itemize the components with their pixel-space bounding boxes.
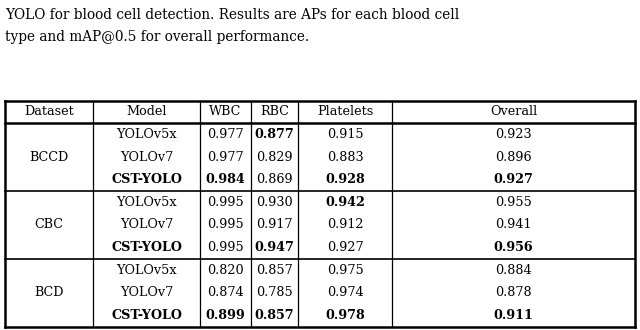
Text: 0.995: 0.995 — [207, 241, 244, 254]
Text: 0.942: 0.942 — [325, 196, 365, 209]
Text: 0.995: 0.995 — [207, 218, 244, 231]
Text: 0.785: 0.785 — [256, 286, 292, 299]
Text: 0.878: 0.878 — [495, 286, 532, 299]
Text: YOLOv5x: YOLOv5x — [116, 128, 177, 141]
Text: type and mAP@0.5 for overall performance.: type and mAP@0.5 for overall performance… — [5, 30, 309, 44]
Text: 0.911: 0.911 — [493, 309, 534, 322]
Text: Model: Model — [127, 106, 167, 118]
Text: Dataset: Dataset — [24, 106, 74, 118]
Text: 0.896: 0.896 — [495, 151, 532, 164]
Text: 0.955: 0.955 — [495, 196, 532, 209]
Text: RBC: RBC — [260, 106, 289, 118]
Text: 0.928: 0.928 — [325, 173, 365, 186]
Text: WBC: WBC — [209, 106, 242, 118]
Text: 0.930: 0.930 — [256, 196, 292, 209]
Text: 0.977: 0.977 — [207, 128, 244, 141]
Text: 0.956: 0.956 — [494, 241, 534, 254]
Text: 0.883: 0.883 — [327, 151, 364, 164]
Text: BCCD: BCCD — [29, 151, 69, 164]
Text: YOLOv5x: YOLOv5x — [116, 196, 177, 209]
Text: Platelets: Platelets — [317, 106, 373, 118]
Text: CST-YOLO: CST-YOLO — [111, 309, 182, 322]
Text: 0.829: 0.829 — [256, 151, 292, 164]
Text: 0.874: 0.874 — [207, 286, 244, 299]
Text: 0.941: 0.941 — [495, 218, 532, 231]
Text: 0.984: 0.984 — [205, 173, 245, 186]
Text: 0.869: 0.869 — [256, 173, 292, 186]
Text: 0.877: 0.877 — [255, 128, 294, 141]
Text: 0.974: 0.974 — [327, 286, 364, 299]
Text: 0.884: 0.884 — [495, 264, 532, 277]
Text: 0.975: 0.975 — [327, 264, 364, 277]
Text: YOLOv7: YOLOv7 — [120, 218, 173, 231]
Text: 0.912: 0.912 — [327, 218, 364, 231]
Text: YOLOv5x: YOLOv5x — [116, 264, 177, 277]
Text: CBC: CBC — [35, 218, 64, 231]
Text: 0.927: 0.927 — [327, 241, 364, 254]
Text: 0.923: 0.923 — [495, 128, 532, 141]
Text: 0.947: 0.947 — [255, 241, 294, 254]
Text: 0.857: 0.857 — [256, 264, 292, 277]
Text: 0.995: 0.995 — [207, 196, 244, 209]
Text: 0.820: 0.820 — [207, 264, 244, 277]
Text: CST-YOLO: CST-YOLO — [111, 173, 182, 186]
Text: 0.857: 0.857 — [255, 309, 294, 322]
Text: 0.915: 0.915 — [327, 128, 364, 141]
Text: 0.927: 0.927 — [493, 173, 534, 186]
Text: 0.899: 0.899 — [205, 309, 245, 322]
Text: YOLOv7: YOLOv7 — [120, 286, 173, 299]
Text: Overall: Overall — [490, 106, 537, 118]
Text: BCD: BCD — [35, 286, 64, 299]
Text: CST-YOLO: CST-YOLO — [111, 241, 182, 254]
Text: 0.978: 0.978 — [325, 309, 365, 322]
Text: YOLO for blood cell detection. Results are APs for each blood cell: YOLO for blood cell detection. Results a… — [5, 8, 460, 22]
Text: 0.977: 0.977 — [207, 151, 244, 164]
Text: YOLOv7: YOLOv7 — [120, 151, 173, 164]
Text: 0.917: 0.917 — [256, 218, 292, 231]
